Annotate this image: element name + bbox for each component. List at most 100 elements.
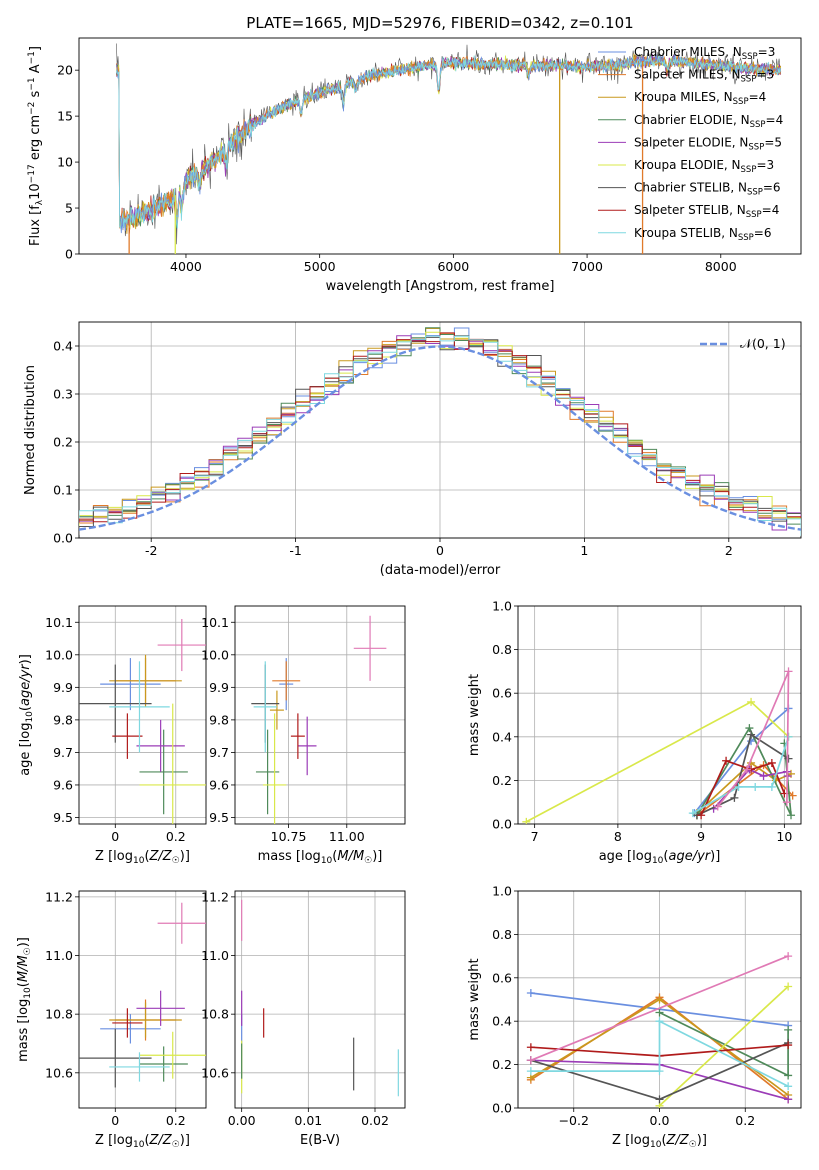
age_vs_Z-ytick-label: 9.5	[53, 810, 73, 825]
age_vs_mass-xtick-label: 11.00	[329, 829, 365, 844]
series-marker	[747, 730, 756, 739]
age_vs_mass-ytick-label: 9.8	[209, 712, 229, 727]
series-marker	[655, 1017, 664, 1026]
residuals-ytick-label: 0.3	[53, 387, 73, 402]
series-line-kroupa-elodie	[658, 985, 789, 1107]
mass_vs_Z-axes: 0 0.2 10.6 10.8 11.0 11.2 Z [log10(Z/Z☉)] mass …	[16, 889, 207, 1150]
residuals-ytick-label: 0.0	[53, 531, 73, 546]
weight_vs_Z-ytick-label: 0.2	[492, 1057, 512, 1072]
spectrum-ytick-label: 10	[57, 155, 73, 170]
weight_vs_age-axes: 7 8 9 10 0.0 0.2 0.4 0.6 0.8 1.0 age [log10(age/yr…	[467, 599, 802, 866]
mass_vs_ebv-ytick-label: 10.8	[201, 1007, 229, 1022]
weight_vs_age-ytick-label: 0.6	[492, 686, 512, 701]
residual-histogram-kroupa-stelib	[79, 335, 801, 536]
mass_vs_ebv-points	[241, 899, 399, 1097]
age_vs_Z-xlabel: Z [log10(Z/Z☉)]	[95, 849, 190, 866]
series-marker	[722, 756, 731, 765]
weight_vs_Z-xtick-label: 0.2	[735, 1113, 755, 1128]
mass_vs_Z-xlabel: Z [log10(Z/Z☉)]	[95, 1133, 190, 1150]
series-line-kroupa-miles	[696, 761, 792, 814]
series-marker	[526, 988, 535, 997]
series-marker	[697, 811, 706, 820]
age_vs_Z-xtick-label: 0.2	[166, 829, 186, 844]
series-marker	[526, 1056, 535, 1065]
age_vs_Z-ylabel: age [log10(age/yr)]	[18, 654, 35, 776]
age_vs_Z-xtick-label: 0	[111, 829, 119, 844]
residuals-ytick-label: 0.2	[53, 435, 73, 450]
age_vs_mass-ytick-label: 9.9	[209, 680, 229, 695]
weight_vs_Z-axes: −0.2 0.0 0.2 0.0 0.2 0.4 0.6 0.8 1.0 Z [log10(Z/Z…	[467, 884, 802, 1150]
spectrum-frame	[78, 37, 802, 255]
legend-entry: Salpeter STELIB, NSSP=4	[634, 203, 779, 220]
series-marker	[759, 772, 768, 781]
mass_vs_Z-frame	[78, 890, 207, 1109]
age_vs_Z-ytick-label: 9.7	[53, 745, 73, 760]
age_vs_mass-ytick-label: 10.1	[201, 615, 229, 630]
residuals-axes: -2 -1 0 1 2 0.0 0.1 0.2 0.3 0.4 𝒩(0, 1) (data-model…	[23, 321, 802, 578]
weight_vs_age-ytick-label: 0.4	[492, 729, 512, 744]
mass_vs_Z-points	[79, 902, 206, 1088]
weight_vs_Z-series	[526, 952, 793, 1108]
spectrum-ytick-label: 5	[65, 201, 73, 216]
weight_vs_age-ytick-label: 0.0	[492, 817, 512, 832]
age_vs_Z-axes: 0 0.2 9.5 9.6 9.7 9.8 9.9 10.0 10.1 Z [log10(Z/Z☉…	[18, 605, 207, 866]
normal-reference-curve	[79, 345, 801, 531]
age_vs_Z-frame	[78, 605, 207, 825]
age_vs_Z-ytick-label: 9.9	[53, 680, 73, 695]
series-marker	[784, 1082, 793, 1091]
spectrum-xtick-label: 6000	[437, 259, 469, 274]
series-marker	[751, 782, 760, 791]
age_vs_Z-points	[79, 619, 206, 824]
residuals-xtick-label: 0	[436, 543, 444, 558]
legend-entry: Kroupa MILES, NSSP=4	[634, 90, 766, 107]
series-marker	[784, 754, 793, 763]
age_vs_mass-ytick-label: 9.5	[209, 810, 229, 825]
series-marker	[784, 1041, 793, 1050]
series-marker	[526, 1067, 535, 1076]
mass_vs_Z-ylabel: mass [log10(M/M☉)]	[16, 937, 33, 1062]
weight_vs_age-frame	[517, 605, 802, 825]
age_vs_mass-frame	[234, 605, 406, 825]
spectrum-xtick-label: 7000	[571, 259, 603, 274]
series-marker	[734, 782, 743, 791]
mass_vs_ebv-ytick-label: 11.0	[201, 948, 229, 963]
series-marker	[784, 1025, 793, 1034]
series-marker	[742, 765, 751, 774]
series-marker	[655, 995, 664, 1004]
weight_vs_age-ylabel: mass weight	[467, 674, 482, 756]
mass_vs_Z-xtick-label: 0.2	[166, 1113, 186, 1128]
weight_vs_age-xtick-label: 8	[614, 829, 622, 844]
mass_vs_Z-xtick-label: 0	[111, 1113, 119, 1128]
legend-entry: Chabrier MILES, NSSP=3	[634, 45, 775, 62]
series-marker	[767, 782, 776, 791]
mass_vs_ebv-ytick-label: 10.6	[201, 1065, 229, 1080]
series-marker	[688, 809, 697, 818]
weight_vs_age-series	[522, 667, 797, 824]
residuals-frame	[78, 321, 802, 539]
weight_vs_Z-ytick-label: 0.8	[492, 927, 512, 942]
residual-hists	[79, 327, 801, 536]
age_vs_Z-ytick-label: 10.0	[45, 647, 73, 662]
age_vs_Z-ytick-label: 10.1	[45, 615, 73, 630]
age_vs_Z-ytick-label: 9.6	[53, 777, 73, 792]
series-marker	[745, 724, 754, 733]
weight_vs_Z-ylabel: mass weight	[467, 958, 482, 1040]
weight_vs_age-ytick-label: 1.0	[492, 599, 512, 614]
spectrum-lines	[116, 43, 782, 254]
weight_vs_Z-ytick-label: 0.0	[492, 1101, 512, 1116]
weight_vs_age-xtick-label: 9	[697, 829, 705, 844]
weight_vs_age-xtick-label: 10	[776, 829, 792, 844]
spectrum-model-kroupa-stelib	[116, 55, 782, 230]
series-marker	[713, 802, 722, 811]
legend-entry: Salpeter MILES, NSSP=3	[634, 68, 774, 85]
legend-entry: Kroupa STELIB, NSSP=6	[634, 226, 772, 243]
spectrum-xlabel: wavelength [Angstrom, rest frame]	[326, 279, 555, 294]
weight_vs_age-xlabel: age [log10(age/yr)]	[599, 849, 721, 866]
series-line-pink	[530, 955, 789, 1062]
mass_vs_Z-ytick-label: 11.2	[45, 889, 73, 904]
series-marker	[522, 817, 531, 824]
residuals-xlabel: (data-model)/error	[380, 563, 501, 578]
series-marker	[782, 798, 791, 807]
age_vs_mass-ytick-label: 9.7	[209, 745, 229, 760]
